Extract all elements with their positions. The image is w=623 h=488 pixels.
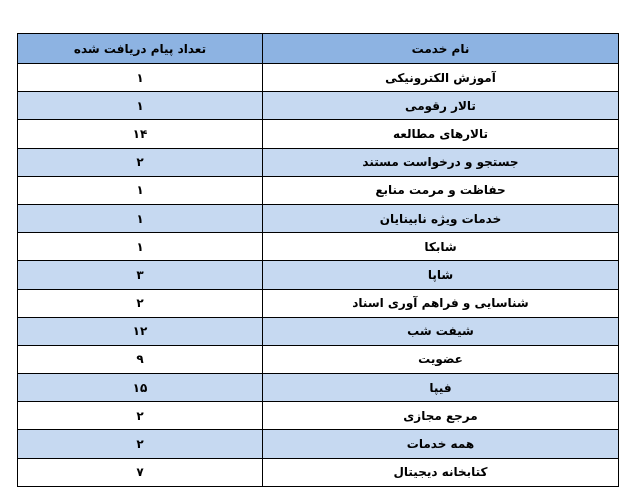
table-row: تالار رقومی ۱ <box>17 91 619 121</box>
service-name-cell: مرجع مجازی <box>262 401 619 431</box>
service-name-cell: شابکا <box>262 232 619 262</box>
message-count-cell: ۱۴ <box>17 119 263 149</box>
header-message-count: تعداد پیام دریافت شده <box>17 33 263 64</box>
table-row: تالارهای مطالعه ۱۴ <box>17 119 619 149</box>
message-count-cell: ۱۵ <box>17 373 263 403</box>
table-row: حفاظت و مرمت منابع ۱ <box>17 175 619 205</box>
message-count-cell: ۷ <box>17 457 263 487</box>
message-count-cell: ۳ <box>17 260 263 290</box>
table-row: مرجع مجازی ۲ <box>17 401 619 431</box>
header-service-name: نام خدمت <box>262 33 619 64</box>
message-count-cell: ۲ <box>17 401 263 431</box>
message-count-cell: ۱ <box>17 203 263 234</box>
table-row: همه خدمات ۲ <box>17 429 619 459</box>
message-count-cell: ۲ <box>17 288 263 318</box>
service-name-cell: شیفت شب <box>262 316 619 346</box>
message-count-cell: ۲ <box>17 147 263 177</box>
table-row: خدمات ویژه نابینایان ۱ <box>17 203 619 234</box>
service-name-cell: همه خدمات <box>262 429 619 459</box>
header-row: نام خدمت تعداد پیام دریافت شده <box>17 33 619 64</box>
service-name-cell: آموزش الکترونیکی <box>262 62 619 93</box>
message-count-cell: ۱ <box>17 91 263 121</box>
message-count-cell: ۲ <box>17 429 263 459</box>
service-name-cell: فیپا <box>262 373 619 403</box>
service-name-cell: تالارهای مطالعه <box>262 119 619 149</box>
service-name-cell: عضویت <box>262 344 619 375</box>
service-name-cell: حفاظت و مرمت منابع <box>262 175 619 205</box>
message-count-cell: ۹ <box>17 344 263 375</box>
service-name-cell: جستجو و درخواست مستند <box>262 147 619 177</box>
table-row: شناسایی و فراهم آوری اسناد ۲ <box>17 288 619 318</box>
table-row: فیپا ۱۵ <box>17 373 619 403</box>
table-row: آموزش الکترونیکی ۱ <box>17 62 619 93</box>
message-count-cell: ۱ <box>17 62 263 93</box>
table-row: شاپا ۳ <box>17 260 619 290</box>
service-name-cell: شاپا <box>262 260 619 290</box>
service-name-cell: خدمات ویژه نابینایان <box>262 203 619 234</box>
table-row: شابکا ۱ <box>17 232 619 262</box>
message-count-cell: ۱ <box>17 232 263 262</box>
message-count-cell: ۱ <box>17 175 263 205</box>
table-row: شیفت شب ۱۲ <box>17 316 619 346</box>
service-name-cell: شناسایی و فراهم آوری اسناد <box>262 288 619 318</box>
table-row: کتابخانه دیجیتال ۷ <box>17 457 619 487</box>
table-row: عضویت ۹ <box>17 344 619 375</box>
service-name-cell: کتابخانه دیجیتال <box>262 457 619 487</box>
table-row: جستجو و درخواست مستند ۲ <box>17 147 619 177</box>
services-message-table: نام خدمت تعداد پیام دریافت شده آموزش الک… <box>17 33 619 487</box>
message-count-cell: ۱۲ <box>17 316 263 346</box>
service-name-cell: تالار رقومی <box>262 91 619 121</box>
